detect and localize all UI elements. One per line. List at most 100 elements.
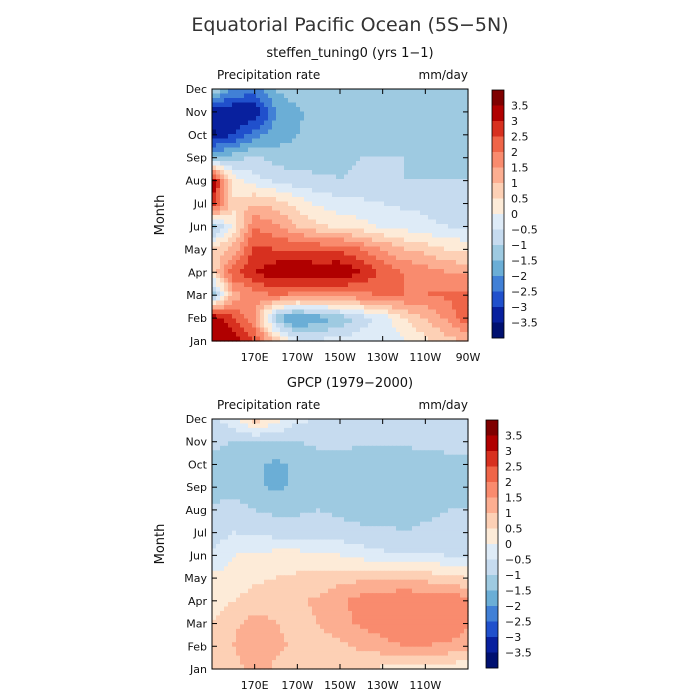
heatmap-cell — [368, 423, 373, 429]
heatmap-cell — [436, 269, 441, 275]
heatmap-cell — [260, 147, 265, 153]
heatmap-cell — [240, 314, 245, 320]
heatmap-cell — [452, 129, 457, 135]
heatmap-cell — [420, 432, 425, 438]
heatmap-cell — [408, 481, 413, 487]
heatmap-cell — [252, 323, 257, 329]
heatmap-cell — [412, 336, 417, 342]
heatmap-cell — [440, 327, 445, 333]
heatmap-cell — [336, 468, 341, 474]
heatmap-cell — [244, 441, 249, 447]
heatmap-cell — [268, 472, 273, 478]
heatmap-cell — [344, 477, 349, 483]
heatmap-cell — [308, 237, 313, 243]
heatmap-cell — [356, 468, 361, 474]
heatmap-cell — [280, 269, 285, 275]
heatmap-cell — [308, 427, 313, 433]
heatmap-cell — [380, 165, 385, 171]
heatmap-cell — [348, 282, 353, 288]
heatmap-cell — [456, 179, 461, 185]
heatmap-cell — [228, 179, 233, 185]
heatmap-cell — [464, 255, 469, 261]
heatmap-cell — [260, 499, 265, 505]
heatmap-cell — [360, 129, 365, 135]
heatmap-cell — [436, 206, 441, 212]
heatmap-cell — [392, 300, 397, 306]
heatmap-cell — [460, 197, 465, 203]
heatmap-cell — [460, 468, 465, 474]
heatmap-cell — [276, 454, 281, 460]
heatmap-cell — [228, 300, 233, 306]
heatmap-cell — [464, 485, 469, 492]
heatmap-cell — [296, 300, 301, 306]
heatmap-cell — [244, 89, 249, 95]
heatmap-cell — [248, 93, 253, 99]
heatmap-cell — [416, 215, 421, 221]
heatmap-cell — [464, 269, 469, 275]
heatmap-cell — [236, 499, 241, 505]
heatmap-cell — [376, 296, 381, 302]
heatmap-cell — [244, 233, 249, 239]
heatmap-cell — [256, 432, 261, 438]
heatmap-cell — [276, 138, 281, 144]
heatmap-cell — [300, 490, 305, 496]
heatmap-cell — [428, 152, 433, 158]
heatmap-cell — [264, 481, 269, 487]
heatmap-cell — [336, 494, 341, 500]
heatmap-cell — [424, 215, 429, 221]
heatmap-cell — [352, 436, 357, 442]
heatmap-cell — [236, 129, 241, 135]
heatmap-cell — [304, 138, 309, 144]
heatmap-cell — [236, 161, 241, 167]
heatmap-cell — [272, 432, 277, 438]
heatmap-cell — [448, 174, 453, 180]
heatmap-cell — [412, 152, 417, 158]
heatmap-cell — [352, 210, 357, 216]
heatmap-cell — [284, 111, 289, 117]
heatmap-cell — [300, 107, 305, 113]
heatmap-cell — [444, 228, 449, 234]
chart-panel-1: steffen_tuning0 (yrs 1−1)Precipitation r… — [153, 46, 538, 364]
heatmap-cell — [336, 503, 341, 509]
heatmap-cell — [424, 499, 429, 505]
heatmap-cell — [336, 499, 341, 505]
heatmap-cell — [280, 300, 285, 306]
heatmap-cell — [408, 147, 413, 153]
heatmap-cell — [296, 206, 301, 212]
heatmap-cell — [232, 264, 237, 270]
heatmap-cell — [320, 138, 325, 144]
heatmap-cell — [388, 188, 393, 194]
heatmap-cell — [440, 323, 445, 329]
heatmap-cell — [400, 165, 405, 171]
heatmap-cell — [304, 300, 309, 306]
heatmap-cell — [340, 242, 345, 248]
heatmap-cell — [264, 251, 269, 257]
heatmap-cell — [264, 282, 269, 288]
heatmap-cell — [352, 143, 357, 149]
heatmap-cell — [364, 111, 369, 117]
heatmap-cell — [336, 490, 341, 496]
heatmap-cell — [332, 327, 337, 333]
heatmap-cell — [332, 273, 337, 279]
heatmap-cell — [412, 138, 417, 144]
heatmap-cell — [396, 454, 401, 460]
heatmap-cell — [232, 170, 237, 176]
heatmap-cell — [272, 318, 277, 324]
heatmap-cell — [244, 309, 249, 315]
heatmap-cell — [284, 93, 289, 99]
heatmap-cell — [384, 287, 389, 293]
heatmap-cell — [332, 219, 337, 225]
heatmap-cell — [460, 463, 465, 469]
heatmap-cell — [360, 499, 365, 505]
heatmap-cell — [440, 305, 445, 311]
heatmap-cell — [420, 219, 425, 225]
heatmap-cell — [320, 427, 325, 433]
heatmap-cell — [416, 107, 421, 113]
heatmap-cell — [292, 264, 297, 270]
heatmap-cell — [456, 481, 461, 487]
heatmap-cell — [352, 102, 357, 108]
heatmap-cell — [416, 120, 421, 126]
heatmap-cell — [276, 156, 281, 162]
heatmap-cell — [316, 89, 321, 95]
heatmap-cell — [464, 125, 469, 131]
